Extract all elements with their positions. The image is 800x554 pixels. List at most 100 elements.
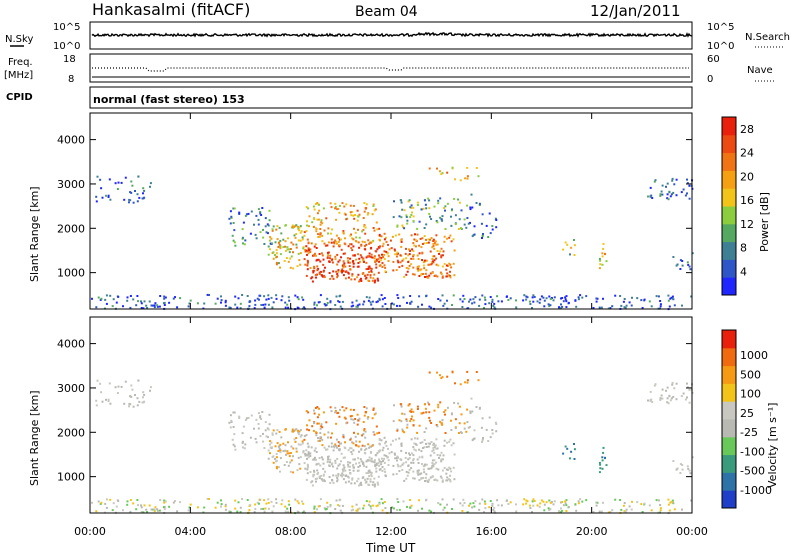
power-cell	[344, 213, 347, 216]
power-cell	[445, 275, 448, 278]
velocity-cell	[381, 470, 384, 472]
velocity-cell	[441, 479, 444, 482]
velocity-cell	[304, 452, 307, 455]
velocity-cell	[333, 446, 336, 449]
power-cell	[117, 181, 120, 184]
power-cell	[285, 257, 288, 259]
velocity-cell	[291, 428, 294, 431]
velocity-cell	[327, 455, 329, 458]
velocity-cell	[619, 499, 622, 501]
velocity-cell	[344, 469, 347, 472]
velocity-cell	[385, 440, 387, 443]
velocity-cell	[666, 397, 669, 400]
power-cell	[485, 224, 488, 227]
velocity-cell	[427, 480, 430, 483]
velocity-cell	[452, 466, 455, 469]
velocity-cell	[409, 499, 412, 501]
velocity-cell	[365, 472, 368, 475]
power-cell	[435, 243, 438, 246]
velocity-cell	[435, 424, 438, 426]
velocity-cell	[484, 502, 487, 505]
power-cell	[132, 201, 135, 204]
power-cell	[673, 183, 676, 186]
velocity-cell	[396, 428, 399, 431]
velocity-cell	[669, 501, 672, 504]
power-cell	[451, 166, 454, 169]
power-cell	[378, 254, 380, 257]
velocity-cell	[427, 445, 430, 448]
power-cell	[294, 294, 297, 297]
power-cell	[269, 242, 272, 245]
power-cell	[522, 299, 525, 302]
power-cell	[688, 265, 691, 268]
power-cell	[288, 299, 291, 302]
velocity-cell	[539, 502, 542, 505]
velocity-cell	[394, 457, 397, 460]
velocity-cell	[595, 504, 598, 507]
velocity-cell	[352, 442, 355, 445]
power-cell	[334, 207, 337, 210]
velocity-cell	[301, 500, 304, 503]
power-cell	[410, 204, 413, 207]
velocity-cell	[377, 483, 380, 486]
velocity-cell	[312, 429, 315, 432]
power-cell	[267, 294, 270, 297]
velocity-cell	[602, 501, 604, 504]
power-cell	[392, 303, 395, 306]
power-cell	[358, 257, 361, 260]
power-cell	[243, 243, 246, 246]
power-cell	[248, 300, 251, 303]
velocity-cell	[686, 386, 689, 389]
velocity-cell	[299, 435, 302, 438]
velocity-cell	[474, 500, 477, 503]
power-cell	[299, 231, 302, 234]
power-cell	[358, 280, 361, 283]
velocity-cell	[323, 480, 326, 483]
velocity-cell	[315, 451, 318, 453]
velocity-cell	[679, 472, 682, 474]
velocity-cell	[341, 468, 344, 471]
power-cell	[380, 235, 383, 238]
velocity-cell	[373, 459, 376, 462]
velocity-cell	[309, 471, 312, 473]
power-cell	[425, 259, 428, 262]
velocity-cell	[529, 507, 532, 509]
velocity-cell	[262, 432, 264, 435]
velocity-cell	[163, 499, 166, 502]
power-cell	[333, 242, 336, 245]
velocity-cell	[295, 437, 298, 439]
velocity-cell	[383, 442, 386, 445]
velocity-cell	[473, 505, 476, 508]
velocity-cell	[347, 463, 350, 466]
velocity-cell	[470, 397, 473, 400]
power-cell	[398, 266, 401, 269]
power-cell	[286, 246, 289, 249]
power-cell	[523, 294, 526, 297]
power-cell	[370, 303, 373, 306]
power-cell	[276, 225, 279, 228]
power-cell	[272, 301, 275, 304]
power-cell	[280, 299, 283, 302]
power-cell	[286, 248, 289, 251]
velocity-cell	[315, 477, 318, 480]
power-cell	[104, 298, 107, 301]
velocity-cell	[392, 473, 395, 476]
velocity-cell	[321, 444, 324, 447]
velocity-cell	[279, 449, 282, 452]
velocity-cell	[566, 447, 569, 450]
velocity-cell	[242, 425, 245, 428]
velocity-cell	[107, 398, 110, 401]
power-cell	[352, 304, 355, 307]
velocity-cell	[323, 507, 326, 509]
velocity-cell	[99, 382, 102, 385]
power-cell	[363, 300, 366, 303]
velocity-cell	[101, 400, 104, 403]
power-cell	[376, 277, 379, 280]
power-cell	[288, 248, 291, 251]
velocity-cell	[368, 456, 371, 459]
power-cell	[353, 227, 355, 230]
velocity-cell	[364, 436, 367, 439]
power-cell	[329, 232, 332, 235]
velocity-cell	[336, 446, 339, 449]
velocity-cell	[507, 503, 510, 505]
